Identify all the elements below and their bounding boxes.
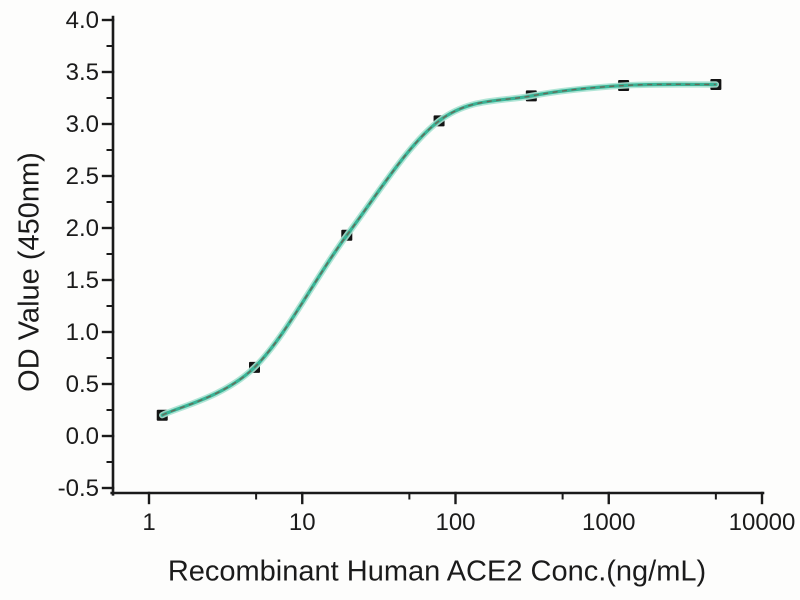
y-tick-label: 1.5 xyxy=(66,267,99,294)
y-tick-label: 4.0 xyxy=(66,7,99,34)
x-tick-label: 1 xyxy=(142,509,155,536)
y-tick-label: 3.0 xyxy=(66,111,99,138)
y-tick-label: 0.0 xyxy=(66,423,99,450)
y-tick-label: -0.5 xyxy=(58,475,99,502)
fit-curve-dash-overlay xyxy=(161,83,716,416)
y-tick-label: 2.5 xyxy=(66,163,99,190)
x-tick-label: 10000 xyxy=(729,509,796,536)
fit-curve-halo xyxy=(159,81,720,419)
y-tick-label: 3.5 xyxy=(66,59,99,86)
y-tick-label: 2.0 xyxy=(66,215,99,242)
x-axis-title: Recombinant Human ACE2 Conc.(ng/mL) xyxy=(167,555,707,588)
y-axis-title: OD Value (450nm) xyxy=(13,152,46,392)
fit-curve xyxy=(160,82,718,417)
y-tick-label: 1.0 xyxy=(66,319,99,346)
x-tick-label: 1000 xyxy=(582,509,635,536)
x-tick-label: 10 xyxy=(289,509,316,536)
x-tick-label: 100 xyxy=(435,509,475,536)
y-tick-label: 0.5 xyxy=(66,371,99,398)
